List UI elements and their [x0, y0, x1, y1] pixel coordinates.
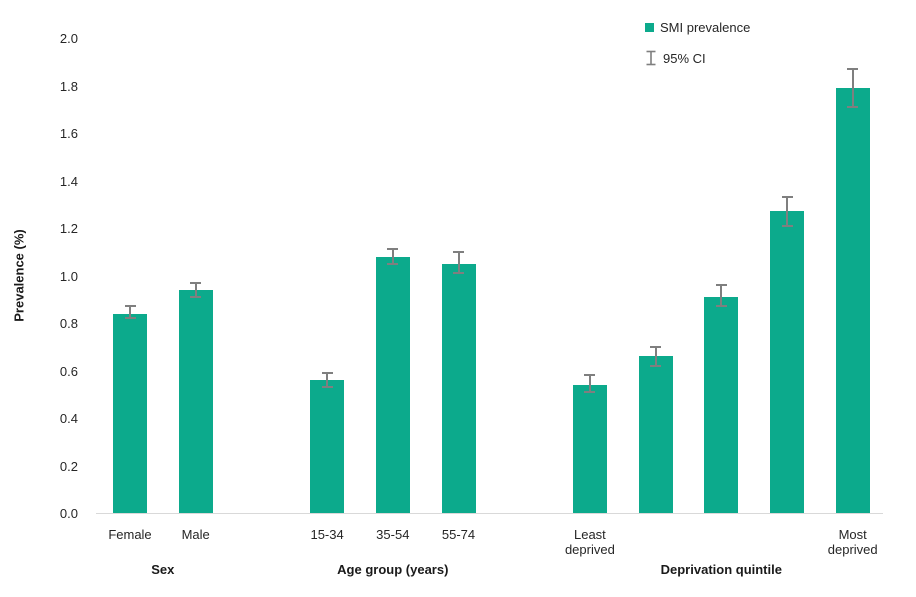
error-bar-line — [720, 285, 723, 307]
error-bar-line — [588, 375, 591, 392]
y-tick-label: 0.0 — [59, 506, 78, 521]
error-bar-cap — [650, 345, 662, 348]
category-label: 35-54 — [376, 527, 410, 542]
group-label: Deprivation quintile — [660, 562, 782, 577]
bar — [178, 289, 213, 513]
error-bar-cap — [190, 281, 202, 284]
y-tick-label: 0.2 — [59, 458, 78, 474]
error-bar-line — [326, 372, 329, 388]
category-label: Female — [108, 527, 152, 542]
error-bar-cap — [650, 364, 662, 367]
bar — [770, 211, 804, 513]
error-bar-cap — [321, 371, 333, 374]
category-label: Least deprived — [564, 527, 615, 557]
error-bar-cap — [781, 196, 793, 199]
error-bar-cap — [847, 67, 859, 70]
bar — [572, 384, 607, 513]
legend: SMI prevalence 95% CI — [645, 18, 750, 80]
y-tick-label: 0.8 — [59, 316, 78, 331]
error-bar-cap — [321, 386, 333, 389]
category-label: 55-74 — [441, 527, 476, 542]
error-bar-line — [194, 282, 197, 297]
bar — [310, 380, 345, 513]
error-bar-cap — [190, 295, 202, 298]
y-tick-label: 1.0 — [59, 268, 78, 284]
error-bar-cap — [715, 284, 727, 286]
error-bar-line — [851, 68, 854, 107]
y-axis-title: Prevalence (%) — [11, 229, 27, 322]
legend-item-95-ci: 95% CI — [645, 49, 750, 67]
bar — [113, 313, 147, 513]
error-bar-line — [786, 197, 788, 226]
error-bar-cap — [584, 390, 596, 393]
y-tick-label: 2.0 — [59, 31, 78, 46]
error-bar-line — [129, 306, 131, 319]
y-tick-label: 0.4 — [59, 411, 78, 426]
bar — [638, 356, 673, 513]
group-label: Sex — [151, 562, 175, 577]
y-tick-label: 0.6 — [59, 363, 78, 379]
bar — [375, 256, 410, 513]
error-bar-icon — [645, 49, 657, 67]
y-tick-label: 1.4 — [59, 173, 78, 189]
legend-label: 95% CI — [663, 50, 706, 66]
error-bar-cap — [387, 262, 399, 265]
bar-swatch-icon — [645, 22, 654, 32]
error-bar-line — [654, 346, 657, 366]
category-label: 15-34 — [310, 527, 344, 542]
y-tick-label: 1.2 — [59, 221, 78, 236]
y-tick-label: 1.6 — [59, 126, 78, 141]
error-bar-cap — [715, 305, 727, 308]
bar — [704, 296, 739, 513]
legend-item-smi-prevalence: SMI prevalence — [645, 18, 750, 36]
error-bar-cap — [584, 374, 596, 377]
category-label: Most deprived — [827, 527, 878, 557]
category-label: Male — [181, 527, 210, 542]
error-bar-cap — [781, 224, 793, 227]
error-bar-cap — [453, 250, 464, 253]
error-bar-line — [391, 249, 394, 264]
legend-label: SMI prevalence — [660, 19, 751, 35]
bar — [441, 263, 476, 513]
error-bar-cap — [124, 317, 136, 320]
bar — [835, 87, 870, 513]
x-axis-line — [96, 513, 883, 514]
y-tick-label: 1.8 — [59, 78, 78, 94]
error-bar-cap — [847, 105, 859, 108]
error-bar-cap — [453, 272, 464, 275]
error-bar-cap — [387, 248, 399, 251]
error-bar-line — [457, 251, 460, 274]
error-bar-cap — [124, 305, 136, 308]
group-label: Age group (years) — [337, 562, 449, 577]
